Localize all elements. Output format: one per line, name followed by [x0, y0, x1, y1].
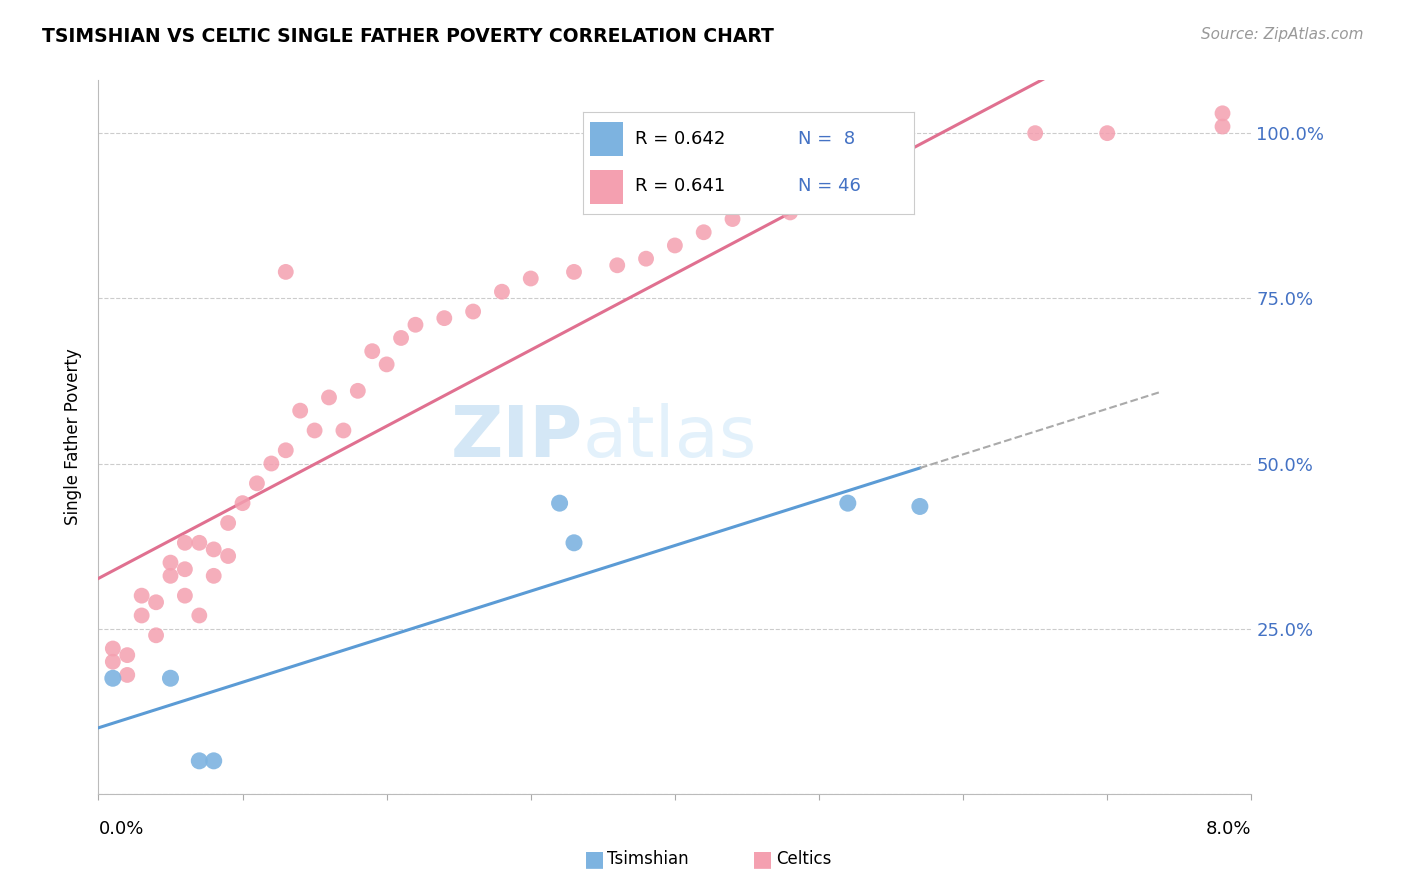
Point	[894, 145, 917, 160]
Point	[389, 331, 412, 345]
Point	[461, 304, 484, 318]
Point	[101, 655, 124, 669]
Point	[174, 562, 197, 576]
Point	[202, 754, 225, 768]
Point	[217, 516, 239, 530]
Point	[188, 536, 211, 550]
Text: N =  8: N = 8	[799, 130, 855, 148]
Text: 0.0%: 0.0%	[98, 820, 143, 838]
Text: ■: ■	[583, 849, 605, 869]
Point	[548, 496, 571, 510]
Point	[117, 668, 139, 682]
Point	[491, 285, 513, 299]
Point	[520, 271, 543, 285]
Text: ■: ■	[752, 849, 773, 869]
Point	[908, 500, 931, 514]
Text: atlas: atlas	[582, 402, 756, 472]
Text: 8.0%: 8.0%	[1206, 820, 1251, 838]
Text: Tsimshian: Tsimshian	[607, 850, 689, 868]
Point	[837, 172, 859, 186]
Bar	[591, 122, 623, 155]
Text: Celtics: Celtics	[776, 850, 831, 868]
Point	[217, 549, 239, 563]
Point	[202, 542, 225, 557]
Point	[246, 476, 269, 491]
Point	[274, 265, 297, 279]
Point	[188, 754, 211, 768]
Point	[1211, 120, 1234, 134]
Point	[433, 311, 456, 326]
Point	[636, 252, 658, 266]
Point	[1211, 106, 1234, 120]
Text: R = 0.641: R = 0.641	[634, 178, 725, 195]
Point	[131, 608, 153, 623]
Point	[779, 205, 801, 219]
Point	[101, 671, 124, 685]
Point	[202, 569, 225, 583]
Point	[1024, 126, 1046, 140]
Point	[606, 258, 628, 272]
Point	[880, 149, 903, 163]
Point	[721, 212, 744, 227]
Point	[174, 536, 197, 550]
Text: N = 46: N = 46	[799, 178, 860, 195]
Point	[117, 648, 139, 662]
Point	[188, 608, 211, 623]
Point	[664, 126, 686, 140]
Point	[361, 344, 384, 359]
Text: TSIMSHIAN VS CELTIC SINGLE FATHER POVERTY CORRELATION CHART: TSIMSHIAN VS CELTIC SINGLE FATHER POVERT…	[42, 27, 775, 45]
Point	[145, 628, 167, 642]
Point	[562, 265, 585, 279]
Point	[1097, 126, 1119, 140]
Point	[693, 225, 716, 239]
Point	[260, 457, 283, 471]
Text: Source: ZipAtlas.com: Source: ZipAtlas.com	[1201, 27, 1364, 42]
Point	[664, 238, 686, 252]
Point	[837, 496, 859, 510]
Text: ZIP: ZIP	[450, 402, 582, 472]
Point	[405, 318, 427, 332]
Point	[131, 589, 153, 603]
Point	[145, 595, 167, 609]
Point	[318, 391, 340, 405]
Point	[274, 443, 297, 458]
Y-axis label: Single Father Poverty: Single Father Poverty	[65, 349, 83, 525]
Point	[159, 671, 181, 685]
Point	[174, 589, 197, 603]
Point	[231, 496, 254, 510]
Point	[290, 403, 312, 417]
Point	[346, 384, 368, 398]
Point	[101, 641, 124, 656]
Point	[332, 424, 354, 438]
Text: R = 0.642: R = 0.642	[634, 130, 725, 148]
Point	[562, 536, 585, 550]
Point	[375, 358, 398, 372]
Point	[304, 424, 326, 438]
Bar	[591, 170, 623, 204]
Point	[159, 556, 181, 570]
Point	[159, 569, 181, 583]
